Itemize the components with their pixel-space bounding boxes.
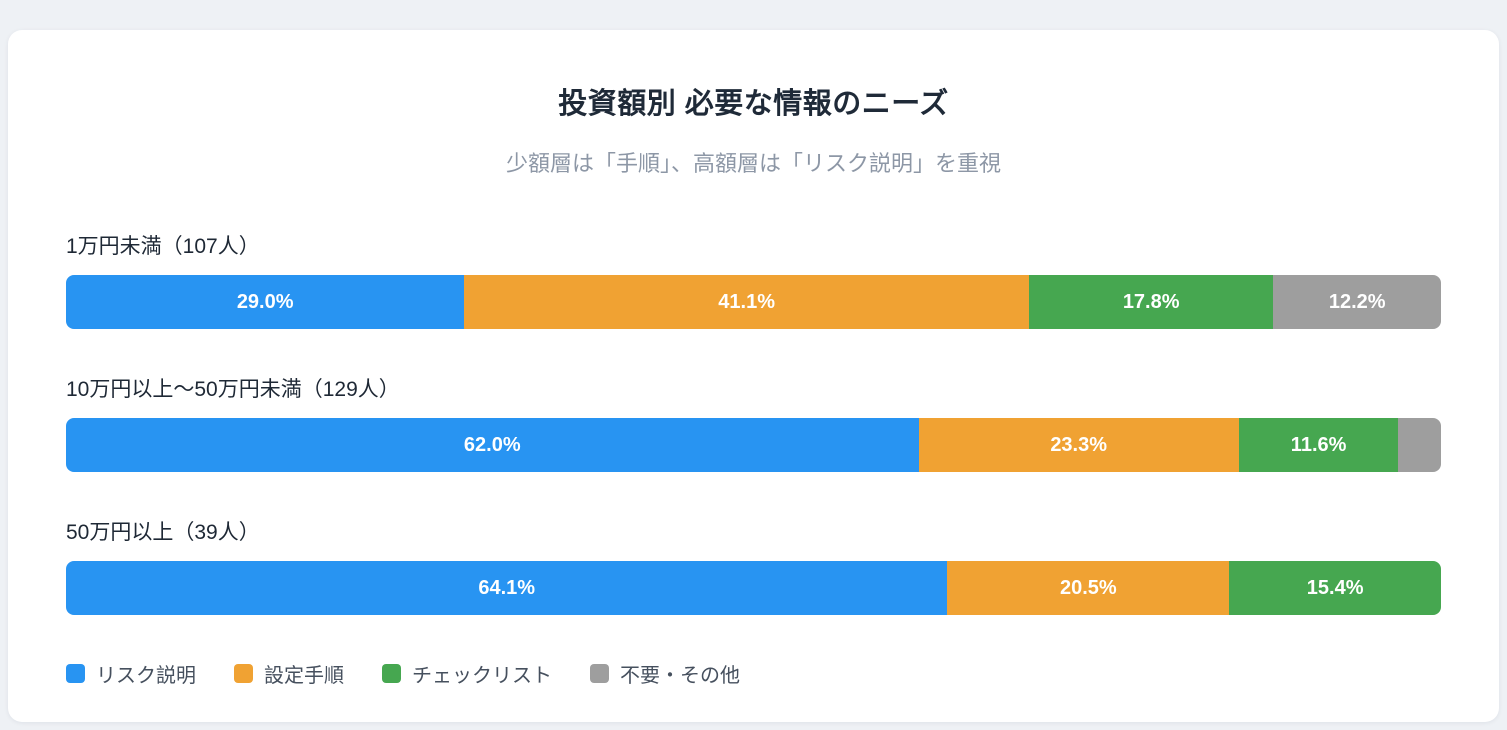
legend-label: チェックリスト	[412, 665, 552, 687]
segment-value: 41.1%	[718, 290, 775, 313]
bar-segment-設定手順: 20.5%	[947, 561, 1230, 615]
legend-swatch	[234, 664, 253, 683]
chart-row: 50万円以上（39人） 64.1% 20.5% 15.4%	[66, 516, 1441, 615]
segment-value: 12.2%	[1328, 290, 1386, 313]
legend-swatch	[382, 664, 401, 683]
segment-value: 62.0%	[463, 433, 521, 456]
category-label: 10万円以上〜50万円未満（129人）	[66, 378, 400, 401]
segment-value: 20.5%	[1059, 576, 1117, 599]
chart-rows: 1万円未満（107人） 29.0% 41.1% 17.8% 12.2% 10万円以上〜50…	[66, 230, 1441, 615]
legend-item-設定手順: 設定手順	[234, 659, 344, 688]
legend-label: 設定手順	[264, 665, 344, 687]
bar-segment-チェックリスト: 15.4%	[1229, 561, 1441, 615]
segment-value: 11.6%	[1290, 433, 1347, 456]
bar-segment-設定手順: 41.1%	[464, 275, 1029, 329]
bar-segment-不要・その他	[1398, 418, 1441, 472]
bar-segment-不要・その他: 12.2%	[1273, 275, 1441, 329]
segment-value: 15.4%	[1306, 576, 1364, 599]
legend-label: 不要・その他	[620, 665, 740, 687]
bar-segment-チェックリスト: 17.8%	[1028, 275, 1274, 329]
category-label: 50万円以上（39人）	[66, 521, 260, 544]
stacked-bar: 62.0% 23.3% 11.6%	[66, 418, 1441, 472]
segment-value: 64.1%	[478, 576, 536, 599]
legend-item-不要・その他: 不要・その他	[590, 659, 740, 688]
legend-item-リスク説明: リスク説明	[66, 659, 196, 688]
chart-legend: リスク説明 設定手順 チェックリスト 不要・その他	[66, 659, 1441, 688]
category-label: 1万円未満（107人）	[66, 235, 260, 258]
bar-segment-リスク説明: 64.1%	[66, 561, 948, 615]
stacked-bar: 29.0% 41.1% 17.8% 12.2%	[66, 275, 1441, 329]
legend-swatch	[66, 664, 85, 683]
segment-value: 23.3%	[1050, 433, 1108, 456]
bar-segment-リスク説明: 29.0%	[66, 275, 465, 329]
legend-swatch	[590, 664, 609, 683]
segment-value: 29.0%	[236, 290, 294, 313]
chart-row: 1万円未満（107人） 29.0% 41.1% 17.8% 12.2%	[66, 230, 1441, 329]
chart-title: 投資額別 必要な情報のニーズ	[558, 88, 949, 120]
segment-value: 17.8%	[1122, 290, 1180, 313]
chart-card: 投資額別 必要な情報のニーズ 少額層は「手順」、高額層は「リスク説明」を重視 1…	[8, 30, 1499, 722]
chart-subtitle: 少額層は「手順」、高額層は「リスク説明」を重視	[505, 151, 1001, 176]
bar-segment-チェックリスト: 11.6%	[1238, 418, 1399, 472]
bar-segment-設定手順: 23.3%	[918, 418, 1239, 472]
stacked-bar: 64.1% 20.5% 15.4%	[66, 561, 1441, 615]
bar-segment-リスク説明: 62.0%	[66, 418, 919, 472]
legend-item-チェックリスト: チェックリスト	[382, 659, 552, 688]
legend-label: リスク説明	[96, 665, 196, 687]
chart-row: 10万円以上〜50万円未満（129人） 62.0% 23.3% 11.6%	[66, 373, 1441, 472]
